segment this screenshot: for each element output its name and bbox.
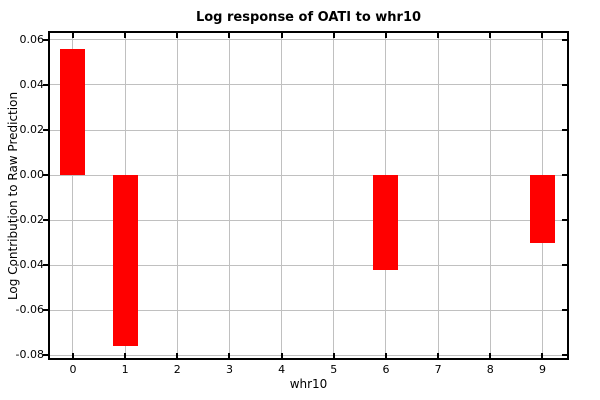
x-tick-top (71, 33, 74, 38)
x-tick-top (384, 33, 387, 38)
y-tick-label: -0.08 (15, 348, 44, 362)
x-tick-label: 7 (434, 363, 442, 376)
y-tick-right (562, 309, 567, 312)
x-tick-bottom (541, 353, 544, 358)
y-gridline (50, 264, 567, 266)
x-gridline (333, 33, 335, 358)
y-gridline (50, 174, 567, 176)
y-tick-left (43, 38, 48, 41)
x-tick-bottom (176, 353, 179, 358)
y-tick-right (562, 354, 567, 357)
x-tick-top (541, 33, 544, 38)
y-gridline (50, 129, 567, 131)
bar (373, 175, 399, 270)
x-tick-top (437, 33, 440, 38)
y-tick-label: -0.02 (15, 213, 44, 227)
x-tick-label: 8 (486, 363, 494, 376)
x-tick-bottom (489, 353, 492, 358)
y-tick-left (43, 354, 48, 357)
y-tick-label: 0.00 (19, 168, 45, 182)
x-tick-bottom (124, 353, 127, 358)
y-tick-right (562, 174, 567, 177)
y-tick-left (43, 309, 48, 312)
y-gridline (50, 219, 567, 221)
chart-title: Log response of OATI to whr10 (195, 10, 422, 25)
y-tick-label: -0.06 (15, 303, 44, 317)
x-tick-label: 5 (330, 363, 338, 376)
x-gridline (176, 33, 178, 358)
x-gridline (437, 33, 439, 358)
x-tick-top (228, 33, 231, 38)
y-gridline (50, 354, 567, 356)
y-gridline (50, 309, 567, 311)
x-tick-bottom (71, 353, 74, 358)
x-gridline (489, 33, 491, 358)
x-gridline (281, 33, 283, 358)
x-tick-label: 0 (69, 363, 77, 376)
x-tick-label: 6 (382, 363, 390, 376)
x-tick-label: 2 (173, 363, 181, 376)
x-tick-top (124, 33, 127, 38)
y-tick-left (43, 174, 48, 177)
y-tick-label: -0.04 (15, 258, 44, 272)
x-tick-label: 1 (121, 363, 129, 376)
x-tick-top (332, 33, 335, 38)
x-tick-bottom (228, 353, 231, 358)
x-gridline (228, 33, 230, 358)
x-tick-label: 9 (538, 363, 546, 376)
plot-area (48, 31, 569, 360)
y-gridline (50, 39, 567, 41)
y-tick-right (562, 129, 567, 131)
x-tick-bottom (437, 353, 440, 358)
y-tick-label: 0.06 (19, 32, 45, 46)
x-tick-top (489, 33, 492, 38)
y-tick-left (43, 129, 48, 131)
y-tick-label: 0.02 (19, 123, 45, 136)
x-tick-bottom (384, 353, 387, 358)
y-tick-right (562, 38, 567, 41)
y-tick-right (562, 83, 567, 86)
y-tick-label: 0.04 (19, 77, 45, 91)
x-tick-bottom (332, 353, 335, 358)
bar (112, 175, 138, 347)
x-tick-bottom (280, 353, 283, 358)
x-tick-label: 4 (278, 363, 286, 376)
y-gridline (50, 84, 567, 86)
x-axis-label: whr10 (289, 377, 328, 391)
bar (60, 48, 86, 175)
x-tick-top (280, 33, 283, 38)
y-tick-left (43, 264, 48, 267)
y-tick-right (562, 219, 567, 222)
y-tick-left (43, 83, 48, 86)
x-gridline (72, 33, 74, 358)
x-tick-label: 3 (225, 363, 233, 376)
y-tick-left (43, 219, 48, 222)
y-tick-right (562, 264, 567, 267)
x-tick-top (176, 33, 179, 38)
bar (529, 175, 555, 243)
